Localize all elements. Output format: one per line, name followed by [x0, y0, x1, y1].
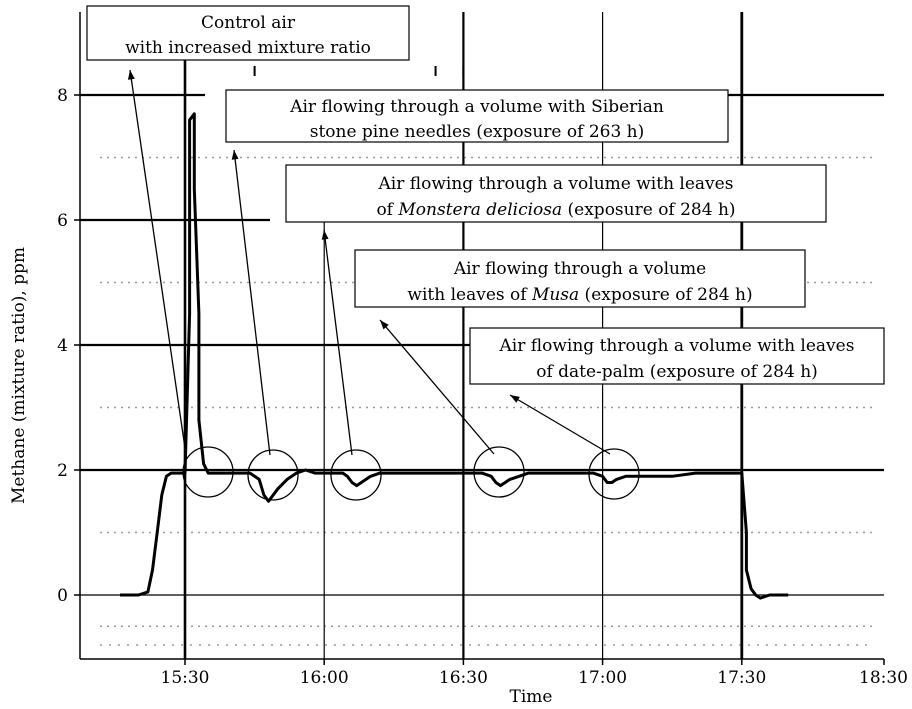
annotation-box	[354, 249, 806, 308]
annotation-text: stone pine needles (exposure of 263 h)	[310, 122, 645, 142]
arrowhead	[510, 395, 520, 403]
plot-area	[120, 112, 789, 600]
x-tick-label: 16:30	[439, 668, 488, 688]
arrowhead	[127, 70, 135, 80]
annotation-text: Air flowing through a volume with leaves	[378, 174, 734, 194]
annotation-text-span: Air flowing through a volume with leaves	[499, 336, 855, 356]
minimum-marker-circle	[247, 449, 299, 501]
annotation-box	[469, 327, 885, 385]
annotation-text-span: Air flowing through a volume	[453, 259, 706, 279]
minimum-marker-circle	[330, 449, 382, 501]
annotation-arrow	[233, 149, 271, 456]
annotation-text-span: Musa	[531, 285, 579, 305]
x-tick-label: 16:00	[300, 668, 349, 688]
annotation-arrow	[129, 69, 187, 456]
annotation-text-span: Air flowing through a volume with Siberi…	[289, 97, 664, 117]
annotation-text-span: with increased mixture ratio	[125, 38, 371, 58]
y-tick-label: 8	[57, 86, 68, 106]
annotation-text: Control air	[201, 13, 296, 33]
annotation-box	[285, 164, 827, 223]
minimum-marker-circle	[182, 446, 234, 498]
minimum-markers	[182, 446, 640, 501]
annotation-text-span: with leaves of	[407, 285, 532, 305]
x-tick-label: 15:30	[161, 668, 210, 688]
axes: 0 2 4 6 8 15:30 16:00 16:30 17:00 17:30 18:30 Time M…	[9, 12, 908, 707]
annotation-text-span: stone pine needles (exposure of 263 h)	[310, 122, 645, 142]
annotation-text-span: Control air	[201, 13, 296, 33]
x-tick-label: 17:00	[578, 668, 627, 688]
arrowhead	[380, 320, 389, 330]
minimum-marker-circle	[588, 448, 640, 500]
annotation-arrow	[509, 394, 611, 455]
annotation-text-span: (exposure of 284 h)	[562, 200, 735, 220]
x-tick-label: 17:30	[717, 668, 766, 688]
minimum-marker-circle	[473, 446, 525, 498]
annotation-text: with leaves of Musa (exposure of 284 h)	[407, 285, 752, 305]
annotations: Control air with increased mixture ratio A…	[86, 5, 885, 456]
y-axis-title: Methane (mixture ratio), ppm	[9, 247, 29, 504]
arrowhead	[231, 150, 239, 160]
annotation-text: of date-palm (exposure of 284 h)	[536, 362, 818, 382]
x-tick-label: 18:30	[859, 668, 908, 688]
y-tick-label: 6	[57, 211, 68, 231]
annotation-text: Air flowing through a volume with leaves	[499, 336, 855, 356]
annotation-box	[225, 89, 729, 143]
annotation-arrow	[379, 319, 495, 455]
x-axis-title: Time	[510, 687, 553, 707]
annotation-text-span: Monstera deliciosa	[397, 200, 562, 220]
y-tick-label: 4	[57, 336, 68, 356]
series-line-methane	[120, 112, 789, 600]
annotation-text-span: (exposure of 284 h)	[579, 285, 752, 305]
annotation-text: of Monstera deliciosa (exposure of 284 h…	[376, 200, 735, 220]
annotation-text-span: Air flowing through a volume with leaves	[378, 174, 734, 194]
annotation-text-span: of date-palm (exposure of 284 h)	[536, 362, 818, 382]
annotation-arrow	[323, 229, 353, 456]
annotation-box	[86, 5, 410, 61]
y-tick-label: 2	[57, 461, 68, 481]
annotation-text: Air flowing through a volume	[453, 259, 706, 279]
annotation-text: Air flowing through a volume with Siberi…	[289, 97, 664, 117]
y-tick-label: 0	[57, 586, 68, 606]
arrowhead	[321, 230, 329, 240]
annotation-text-span: of	[376, 200, 398, 220]
annotation-text: with increased mixture ratio	[125, 38, 371, 58]
